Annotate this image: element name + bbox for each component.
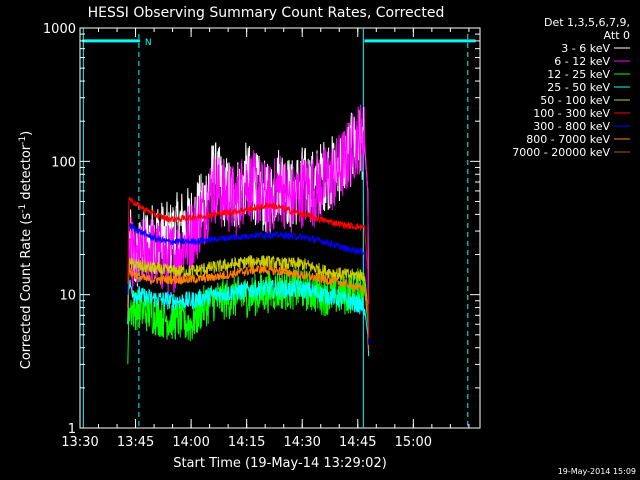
chart-title: HESSI Observing Summary Count Rates, Cor… [88, 5, 445, 21]
y-tick-label: 1 [68, 422, 76, 437]
series-line-6-12-keV [127, 104, 370, 304]
y-axis-label-main: Corrected Count Rate (s [19, 213, 34, 370]
series-line-800-7000-keV [127, 264, 370, 351]
series-line-25-50-keV [127, 278, 370, 357]
legend-label: 25 - 50 keV [547, 81, 610, 94]
legend-label: 50 - 100 keV [540, 94, 610, 107]
x-tick-label: 13:45 [117, 435, 154, 450]
legend-label: 100 - 300 keV [533, 107, 610, 120]
x-tick-label: 14:45 [339, 435, 376, 450]
series-line-300-800-keV [127, 223, 370, 345]
x-tick-label: 14:00 [172, 435, 209, 450]
night-label: N [145, 38, 152, 48]
series-line-50-100-keV [127, 254, 370, 349]
series-lines [127, 104, 370, 365]
y-tick-label: 10 [59, 289, 76, 304]
legend-header-1: Det 1,3,5,6,7,9, [544, 16, 630, 29]
legend-label: 3 - 6 keV [561, 42, 610, 55]
x-tick-label: 14:30 [283, 435, 320, 450]
x-tick-label: 14:15 [228, 435, 265, 450]
legend-header-2: Att 0 [604, 29, 630, 42]
y-axis-label-sup2: -1 [18, 136, 28, 145]
y-tick-label: 1000 [43, 22, 76, 37]
legend-label: 300 - 800 keV [533, 120, 610, 133]
state-markers: N [82, 28, 476, 428]
plot-area: N [79, 27, 481, 429]
series-line-100-300-keV [127, 196, 370, 339]
x-tick-label: 15:00 [395, 435, 432, 450]
legend-label: 6 - 12 keV [554, 55, 610, 68]
x-axis: 13:30 13:45 14:00 14:15 14:30 14:45 15:00 [61, 28, 470, 450]
x-tick-label: 13:30 [61, 435, 98, 450]
y-axis-label-mid: detector [19, 144, 34, 204]
y-axis: 1 10 100 1000 [43, 22, 480, 437]
legend-label: 12 - 25 keV [547, 68, 610, 81]
legend-label: 7000 - 20000 keV [512, 146, 610, 159]
y-axis-label-sup1: -1 [18, 204, 28, 213]
y-axis-label-end: ) [19, 131, 34, 136]
footer-date: 19-May-2014 15:09 [558, 467, 636, 476]
x-axis-label: Start Time (19-May-14 13:29:02) [173, 456, 387, 471]
y-axis-label: Corrected Count Rate (s-1 detector-1) [18, 131, 34, 369]
legend-label: 800 - 7000 keV [526, 133, 610, 146]
plot-frame [79, 27, 481, 429]
y-tick-label: 100 [51, 155, 76, 170]
